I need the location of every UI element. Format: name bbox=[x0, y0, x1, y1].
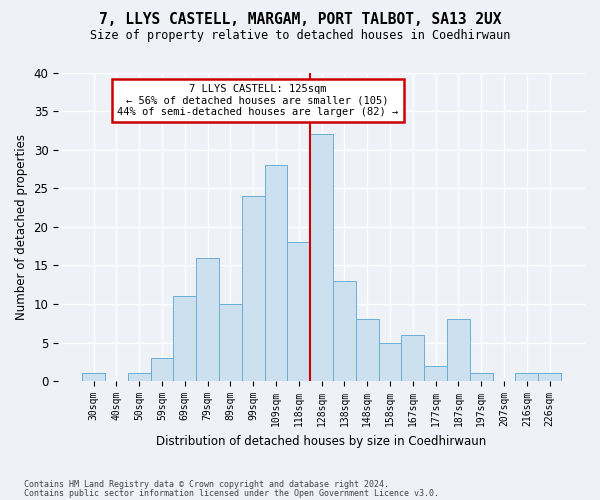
Bar bbox=[242, 196, 265, 381]
Bar bbox=[379, 342, 401, 381]
Bar bbox=[82, 374, 105, 381]
Text: Contains HM Land Registry data © Crown copyright and database right 2024.: Contains HM Land Registry data © Crown c… bbox=[24, 480, 389, 489]
Bar bbox=[515, 374, 538, 381]
Bar bbox=[424, 366, 447, 381]
Bar bbox=[196, 258, 219, 381]
Bar bbox=[401, 335, 424, 381]
Text: Size of property relative to detached houses in Coedhirwaun: Size of property relative to detached ho… bbox=[90, 29, 510, 42]
Bar bbox=[470, 374, 493, 381]
Bar bbox=[356, 320, 379, 381]
Bar bbox=[219, 304, 242, 381]
Bar bbox=[265, 165, 287, 381]
Bar bbox=[333, 281, 356, 381]
Y-axis label: Number of detached properties: Number of detached properties bbox=[15, 134, 28, 320]
X-axis label: Distribution of detached houses by size in Coedhirwaun: Distribution of detached houses by size … bbox=[157, 434, 487, 448]
Text: Contains public sector information licensed under the Open Government Licence v3: Contains public sector information licen… bbox=[24, 488, 439, 498]
Bar bbox=[128, 374, 151, 381]
Bar bbox=[310, 134, 333, 381]
Bar bbox=[538, 374, 561, 381]
Bar bbox=[447, 320, 470, 381]
Bar bbox=[151, 358, 173, 381]
Text: 7 LLYS CASTELL: 125sqm
← 56% of detached houses are smaller (105)
44% of semi-de: 7 LLYS CASTELL: 125sqm ← 56% of detached… bbox=[117, 84, 398, 117]
Text: 7, LLYS CASTELL, MARGAM, PORT TALBOT, SA13 2UX: 7, LLYS CASTELL, MARGAM, PORT TALBOT, SA… bbox=[99, 12, 501, 28]
Bar bbox=[287, 242, 310, 381]
Bar bbox=[173, 296, 196, 381]
